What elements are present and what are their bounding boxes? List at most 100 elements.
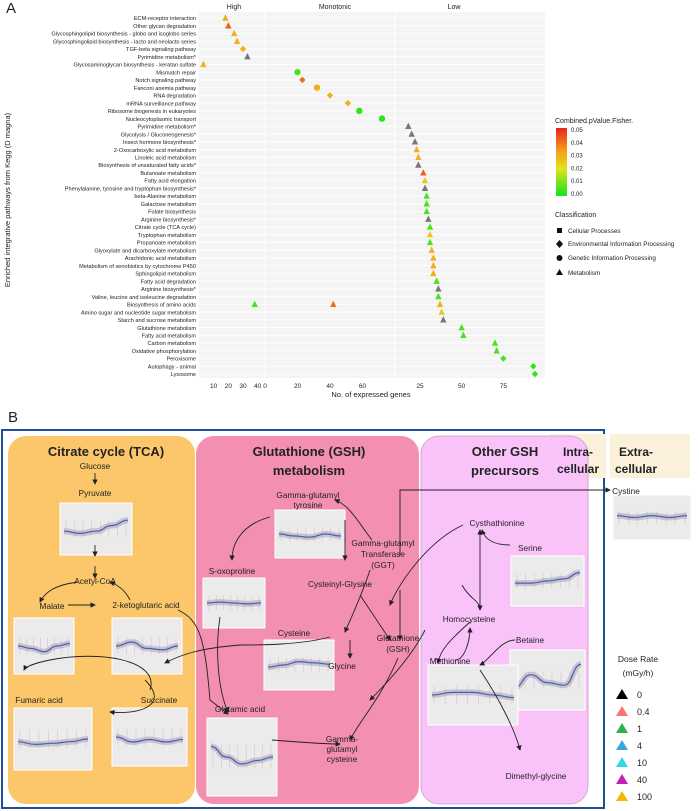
- pathway-label: Pyrimidine metabolism*: [138, 55, 197, 61]
- pathway-point: [200, 60, 207, 68]
- pathway-label: Glycosaminoglycan biosynthesis - keratan…: [74, 63, 197, 69]
- color-legend-bar: [556, 128, 567, 196]
- dose-legend-title-line1: Dose Rate: [618, 654, 658, 664]
- metabolite-methionine: Methionine: [430, 656, 471, 666]
- pathway-label: Valine, leucine and isoleucine degradati…: [92, 295, 196, 301]
- pathway-arrows: [23, 473, 611, 751]
- pathway-point: [438, 308, 445, 315]
- metabolite-fumaric-acid: Fumaric acid: [15, 695, 63, 705]
- square-shape-icon: [557, 228, 562, 233]
- pathway-point: [430, 261, 437, 269]
- pathway-point: [225, 22, 232, 29]
- extracellular-label-line1: Extra-: [619, 445, 653, 459]
- metabolite-malate: Malate: [40, 601, 65, 611]
- panel-b-label: B: [8, 409, 18, 426]
- panel-a-label: A: [6, 0, 16, 17]
- pathway-point: [222, 14, 229, 21]
- dose-legend-label: 100: [637, 792, 652, 802]
- dose-legend-triangle-icon: [616, 774, 628, 784]
- pathway-point: [299, 76, 306, 84]
- pathway-point: [500, 355, 507, 362]
- x-tick-label: 20: [294, 383, 302, 390]
- dose-legend-label: 0: [637, 690, 642, 700]
- pathway-point: [426, 238, 434, 246]
- pathway-point: [440, 316, 447, 323]
- pathway-label: Linoleic acid metabolism: [135, 156, 196, 162]
- metabolite-2-ketoglutaric-acid: 2-ketoglutaric acid: [112, 600, 180, 610]
- metabolite-gamma-glutamyl-cysteine-line1: Gamma-: [326, 734, 359, 744]
- x-tick-label: 50: [458, 383, 466, 390]
- enzyme-ggt-line3: (GGT): [371, 560, 395, 570]
- enzyme-ggt-line2: Transferase: [361, 549, 405, 559]
- pathway-point: [411, 138, 419, 145]
- color-legend-tick: 0.02: [571, 166, 583, 172]
- x-tick-label: 60: [359, 383, 367, 390]
- pathway-label: beta-Alanine metabolism: [134, 194, 196, 200]
- pathway-point: [344, 99, 352, 107]
- color-legend-tick: 0.00: [571, 192, 583, 198]
- pathway-label: Pyrimidine metabolism*: [138, 125, 197, 131]
- pathway-point: [426, 223, 434, 230]
- pathway-label: Arginine biosynthesis*: [141, 287, 197, 293]
- dose-legend-triangle-icon: [616, 791, 628, 801]
- pathway-label: Biosynthesis of amino acids: [127, 303, 196, 309]
- pathway-label: Tryptophan metabolism: [138, 233, 197, 239]
- x-tick-label: 75: [500, 383, 508, 390]
- color-legend-ticks: 0.05 0.04 0.03 0.02 0.01 0.00: [571, 128, 583, 198]
- color-legend-tick: 0.03: [571, 154, 583, 160]
- pathway-label: Phenylalanine, tyrosine and tryptophan b…: [65, 186, 197, 192]
- pathway-label: Citrate cycle (TCA cycle): [135, 225, 196, 231]
- metabolite-gamma-glutamyl-tyrosine-line2: tyrosine: [293, 500, 322, 510]
- pathway-point: [415, 161, 422, 168]
- dose-legend-label: 40: [637, 775, 647, 785]
- pathway-label: Oxidative phosphorylation: [132, 349, 196, 355]
- metabolite-acetyl-coa: Acetyl-CoA: [74, 576, 116, 586]
- pathway-point: [530, 363, 537, 370]
- pathway-point: [425, 215, 432, 222]
- pathway-point: [433, 277, 440, 284]
- pathway-label: Mismatch repair: [156, 70, 196, 76]
- pathway-label: Glycolysis / Gluconeogenesis*: [121, 132, 197, 138]
- dose-legend-triangle-icon: [616, 740, 628, 750]
- x-tick-label: 20: [225, 383, 233, 390]
- metabolite-cystine: Cystine: [612, 486, 640, 496]
- facet-label-low: Low: [448, 4, 462, 11]
- metabolite-cysteine: Cysteine: [278, 628, 311, 638]
- dose-response-plots: [13, 494, 692, 797]
- pathway-point: [420, 169, 427, 176]
- pathway-point: [531, 370, 539, 378]
- gsh-title-line2: metabolism: [273, 463, 345, 478]
- pathway-label: Autophagy - animal: [148, 364, 196, 370]
- metabolite-glutamic-acid: Glutamic acid: [215, 704, 266, 714]
- pathway-point: [408, 130, 415, 137]
- x-tick-label: 40: [326, 383, 334, 390]
- pathway-point: [426, 230, 434, 238]
- dose-legend-triangle-icon: [616, 723, 628, 733]
- pathway-label: Nucleocytoplasmic transport: [126, 117, 197, 123]
- pathway-point: [423, 200, 430, 207]
- shape-legend-title: Classification: [555, 212, 596, 219]
- pathway-label: Lysosome: [171, 372, 196, 378]
- metabolite-glucose: Glucose: [80, 461, 111, 471]
- pathway-label: Carbon metabolism: [147, 341, 196, 347]
- x-tick-label: 40: [254, 383, 262, 390]
- pathway-point: [421, 176, 429, 184]
- circle-shape-icon: [556, 255, 563, 261]
- pathway-point: [415, 153, 422, 161]
- pathway-point: [413, 145, 420, 153]
- y-axis-title: Enriched integrative pathways from Kegg …: [3, 112, 12, 287]
- pathway-point: [356, 107, 363, 115]
- x-axis-title: No. of expressed genes: [331, 390, 410, 399]
- other-precursors-title-line2: precursors: [471, 463, 539, 478]
- pathway-point: [405, 122, 412, 130]
- dose-legend-label: 10: [637, 758, 647, 768]
- dose-legend: 0 0.4 1 4 10 40 100: [616, 689, 652, 802]
- pathway-label: Ribosome biogenesis in eukaryotes: [108, 109, 197, 115]
- color-legend-tick: 0.04: [571, 141, 583, 147]
- tca-title: Citrate cycle (TCA): [48, 444, 164, 459]
- metabolite-glutathione-line2: (GSH): [386, 644, 410, 654]
- pathway-label: 2-Oxocarboxylic acid metabolism: [114, 148, 196, 154]
- pathway-label: Insect hormone biosynthesis*: [123, 140, 197, 146]
- shape-legend-item: Environmental Information Processing: [568, 241, 675, 248]
